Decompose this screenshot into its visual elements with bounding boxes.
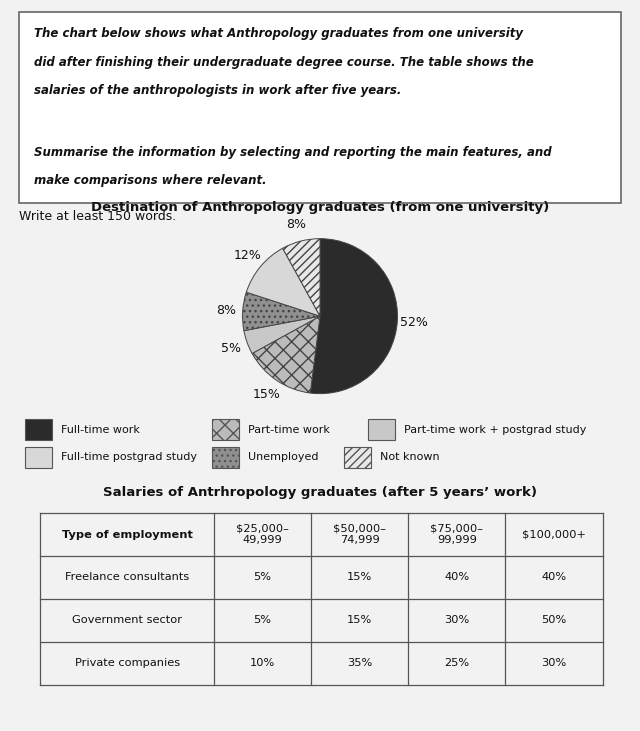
Text: Not known: Not known: [380, 452, 440, 462]
Text: Unemployed: Unemployed: [248, 452, 318, 462]
FancyBboxPatch shape: [212, 420, 239, 440]
Text: Government sector: Government sector: [72, 616, 182, 625]
FancyBboxPatch shape: [19, 12, 621, 203]
Text: 30%: 30%: [444, 616, 470, 625]
FancyBboxPatch shape: [368, 420, 395, 440]
Text: $50,000–
74,999: $50,000– 74,999: [333, 523, 387, 545]
FancyBboxPatch shape: [25, 420, 52, 440]
Text: Part-time work + postgrad study: Part-time work + postgrad study: [404, 425, 587, 435]
Text: 15%: 15%: [347, 616, 372, 625]
Text: make comparisons where relevant.: make comparisons where relevant.: [34, 175, 267, 187]
Text: 40%: 40%: [444, 572, 470, 583]
Wedge shape: [252, 316, 320, 393]
Text: 12%: 12%: [234, 249, 261, 262]
Text: 5%: 5%: [253, 572, 271, 583]
Text: Write at least 150 words.: Write at least 150 words.: [19, 210, 177, 223]
Text: 5%: 5%: [253, 616, 271, 625]
Text: 52%: 52%: [401, 316, 428, 329]
Text: Full-time work: Full-time work: [61, 425, 140, 435]
Text: Type of employment: Type of employment: [61, 529, 193, 539]
Text: Full-time postgrad study: Full-time postgrad study: [61, 452, 197, 462]
Text: $100,000+: $100,000+: [522, 529, 586, 539]
Text: 15%: 15%: [253, 388, 281, 401]
FancyBboxPatch shape: [25, 447, 52, 468]
Text: 8%: 8%: [216, 303, 236, 317]
Text: did after finishing their undergraduate degree course. The table shows the: did after finishing their undergraduate …: [34, 56, 534, 69]
Text: 30%: 30%: [541, 658, 566, 668]
Wedge shape: [246, 249, 320, 316]
Title: Destination of Anthropology graduates (from one university): Destination of Anthropology graduates (f…: [91, 201, 549, 214]
Wedge shape: [310, 238, 397, 393]
Text: Summarise the information by selecting and reporting the main features, and: Summarise the information by selecting a…: [34, 145, 552, 159]
Text: 8%: 8%: [287, 218, 307, 231]
Text: 10%: 10%: [250, 658, 275, 668]
Text: 15%: 15%: [347, 572, 372, 583]
FancyBboxPatch shape: [344, 447, 371, 468]
Text: The chart below shows what Anthropology graduates from one university: The chart below shows what Anthropology …: [34, 27, 524, 40]
Text: $75,000–
99,999: $75,000– 99,999: [430, 523, 483, 545]
Text: salaries of the anthropologists in work after five years.: salaries of the anthropologists in work …: [34, 85, 402, 97]
Text: $25,000–
49,999: $25,000– 49,999: [236, 523, 289, 545]
Text: 5%: 5%: [221, 341, 241, 355]
Text: 25%: 25%: [444, 658, 470, 668]
Text: 40%: 40%: [541, 572, 566, 583]
Text: Salaries of Antrhropology graduates (after 5 years’ work): Salaries of Antrhropology graduates (aft…: [103, 486, 537, 499]
Wedge shape: [244, 316, 320, 354]
Wedge shape: [243, 292, 320, 330]
Text: Part-time work: Part-time work: [248, 425, 330, 435]
Text: Private companies: Private companies: [75, 658, 180, 668]
FancyBboxPatch shape: [212, 447, 239, 468]
Text: 35%: 35%: [347, 658, 372, 668]
Text: Freelance consultants: Freelance consultants: [65, 572, 189, 583]
Wedge shape: [283, 238, 320, 316]
Text: 50%: 50%: [541, 616, 566, 625]
